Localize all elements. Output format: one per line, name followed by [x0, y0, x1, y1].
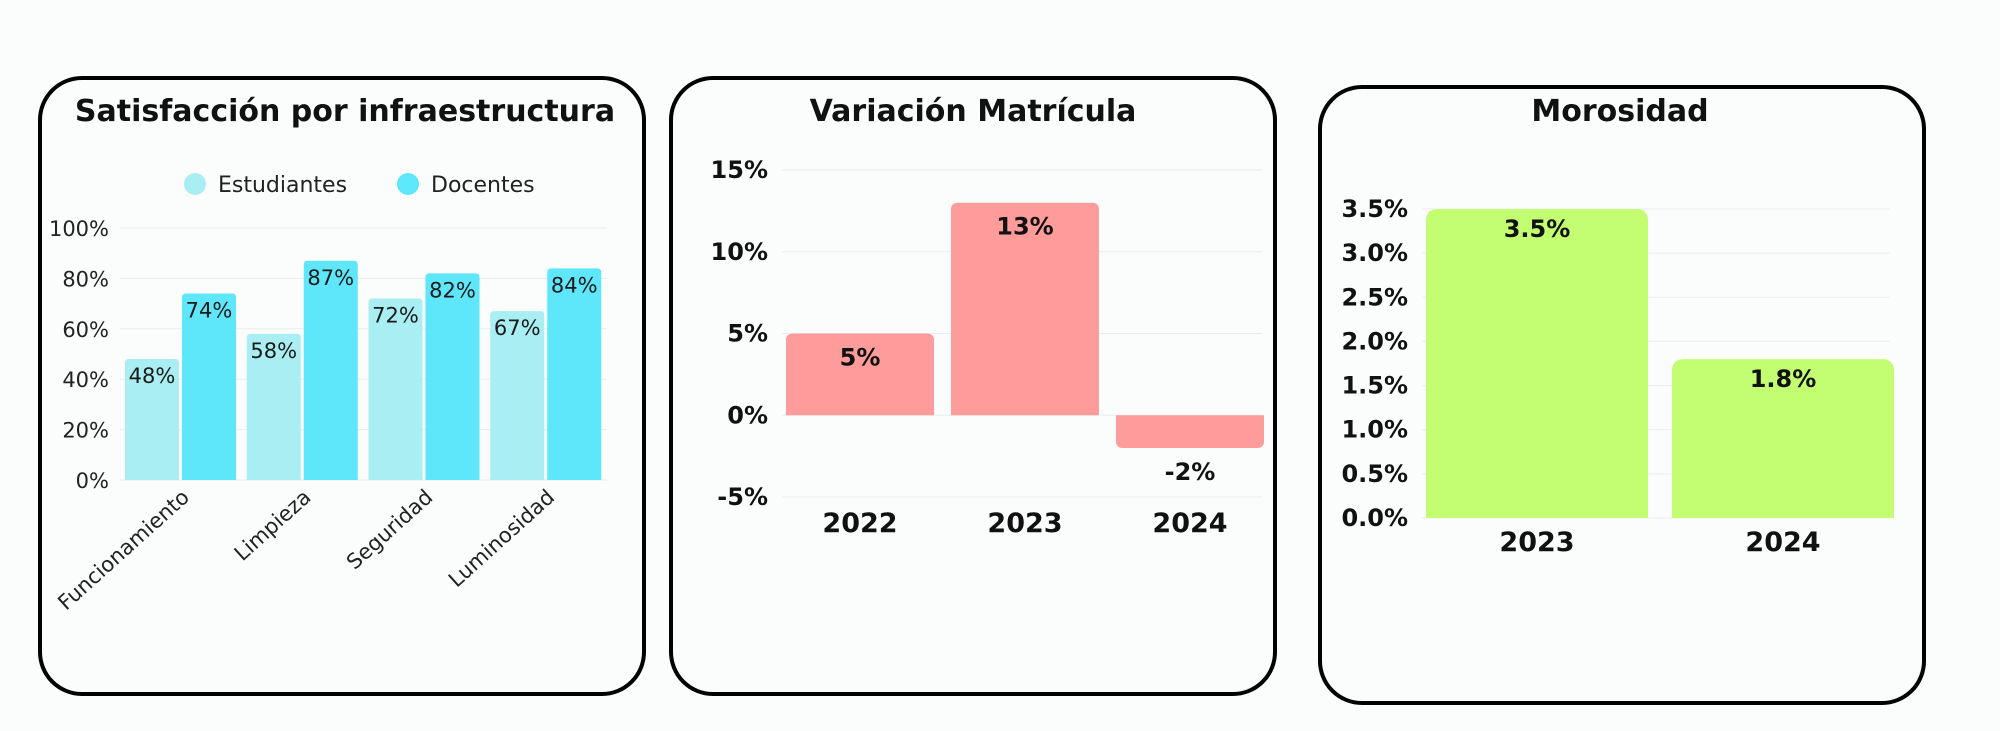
data-label: 67% [494, 316, 541, 340]
data-label: 48% [129, 364, 176, 388]
y-tick-label: 2.5% [1341, 283, 1408, 311]
data-label: 82% [429, 278, 476, 302]
y-axis-ticks: -5% 0% 5% 10% 15% [711, 156, 768, 511]
legend-label-docentes: Docentes [431, 173, 535, 198]
bar-docentes-luminosidad [547, 268, 602, 480]
x-tick-label: 2023 [1499, 527, 1574, 558]
y-tick-label: 0% [76, 469, 109, 493]
y-tick-label: 20% [62, 419, 109, 443]
bars [1426, 209, 1894, 518]
chart-title: Variación Matrícula [810, 94, 1137, 129]
bar-docentes-seguridad [425, 273, 480, 480]
x-axis-labels: 2023 2024 [1499, 527, 1820, 558]
data-labels: 5% 13% -2% [840, 213, 1216, 486]
data-label: 3.5% [1504, 215, 1571, 243]
chart-title: Satisfacción por infraestructura [75, 94, 615, 129]
x-tick-label: 2023 [987, 508, 1062, 539]
x-tick-label: 2022 [822, 508, 897, 539]
data-label: 74% [186, 299, 233, 323]
y-tick-label: 40% [62, 368, 109, 392]
y-tick-label: 0% [727, 401, 768, 429]
card-morosidad: Morosidad 0.0% 0.5% 1.0% 1.5% 2.0% 2.5% 3.0% 3.… [1318, 85, 1926, 705]
x-tick-label: 2024 [1152, 508, 1227, 539]
y-tick-label: 2.0% [1341, 327, 1408, 355]
y-tick-label: 10% [711, 238, 768, 266]
data-label: -2% [1165, 458, 1216, 486]
y-tick-label: 80% [62, 267, 109, 291]
bar-2022 [786, 333, 934, 416]
y-tick-label: 5% [727, 320, 768, 348]
y-tick-label: 3.0% [1341, 239, 1408, 267]
data-label: 87% [307, 266, 354, 290]
y-tick-label: 0.0% [1341, 504, 1408, 532]
bar-2024 [1116, 415, 1264, 448]
data-label: 58% [250, 339, 297, 363]
legend-label-estudiantes: Estudiantes [218, 173, 347, 198]
y-tick-label: 0.5% [1341, 460, 1408, 488]
chart-title: Morosidad [1531, 94, 1708, 129]
y-tick-label: 15% [711, 156, 768, 184]
bar-2023 [951, 202, 1099, 416]
x-tick-label: 2024 [1745, 527, 1820, 558]
y-tick-label: 100% [49, 217, 109, 241]
data-labels: 3.5% 1.8% [1504, 215, 1817, 393]
y-tick-label: 1.0% [1341, 416, 1408, 444]
data-label: 72% [372, 304, 419, 328]
bar-estudiantes-funcionamiento [125, 359, 179, 480]
data-label: 13% [996, 213, 1053, 241]
bar-2023 [1426, 209, 1648, 518]
y-tick-label: -5% [717, 483, 768, 511]
data-label: 5% [840, 344, 881, 372]
legend-swatch-estudiantes [184, 173, 206, 195]
data-label: 84% [551, 273, 598, 297]
y-axis-ticks: 0% 20% 40% 60% 80% 100% [49, 217, 109, 493]
data-label: 1.8% [1750, 365, 1817, 393]
bar-2024 [1672, 359, 1894, 518]
bar-docentes-funcionamiento [182, 293, 236, 480]
data-labels: 48% 74% 58% 87% 72% 82% 67% 84% [129, 266, 598, 388]
legend: Estudiantes Docentes [184, 173, 535, 198]
card-variacion-matricula: Variación Matrícula -5% 0% 5% 10% 15% 5% 13% -… [669, 76, 1277, 696]
x-axis-labels: 2022 2023 2024 [822, 508, 1227, 539]
bars [125, 260, 602, 480]
card-satisfaccion: Satisfacción por infraestructura Estudia… [38, 76, 646, 696]
legend-swatch-docentes [397, 173, 419, 195]
y-tick-label: 3.5% [1341, 195, 1408, 223]
y-axis-ticks: 0.0% 0.5% 1.0% 1.5% 2.0% 2.5% 3.0% 3.5% [1341, 195, 1408, 532]
bar-estudiantes-luminosidad [490, 311, 545, 480]
y-tick-label: 60% [62, 318, 109, 342]
bar-docentes-limpieza [303, 260, 358, 480]
bars [786, 202, 1264, 448]
bar-estudiantes-limpieza [246, 333, 301, 480]
bar-estudiantes-seguridad [368, 298, 423, 480]
y-tick-label: 1.5% [1341, 372, 1408, 400]
